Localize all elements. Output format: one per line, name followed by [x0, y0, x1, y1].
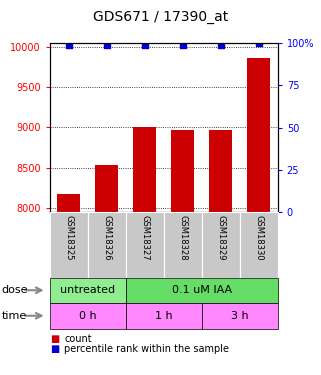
Point: [104, 42, 109, 48]
Text: GSM18326: GSM18326: [102, 215, 111, 261]
Bar: [50, 303, 126, 328]
Bar: [50, 212, 88, 278]
Point: [218, 42, 223, 48]
Bar: [50, 278, 126, 303]
Text: GSM18329: GSM18329: [216, 215, 225, 261]
Text: 1 h: 1 h: [155, 311, 172, 321]
Point: [256, 40, 261, 46]
Bar: [57, 194, 80, 212]
Text: ■: ■: [50, 334, 59, 344]
Text: time: time: [2, 311, 27, 321]
Bar: [95, 165, 118, 212]
Bar: [88, 212, 126, 278]
Text: 3 h: 3 h: [231, 311, 248, 321]
Bar: [209, 130, 232, 212]
Text: GSM18328: GSM18328: [178, 215, 187, 261]
Bar: [126, 303, 202, 328]
Point: [66, 42, 71, 48]
Bar: [126, 278, 278, 303]
Text: ■: ■: [50, 344, 59, 354]
Text: GSM18325: GSM18325: [64, 215, 73, 261]
Bar: [133, 127, 156, 212]
Bar: [240, 212, 278, 278]
Text: GSM18330: GSM18330: [254, 215, 263, 261]
Text: GSM18327: GSM18327: [140, 215, 149, 261]
Text: dose: dose: [2, 285, 28, 295]
Text: GDS671 / 17390_at: GDS671 / 17390_at: [93, 10, 228, 24]
Bar: [247, 58, 270, 212]
Bar: [202, 303, 278, 328]
Text: count: count: [64, 334, 92, 344]
Point: [180, 42, 185, 48]
Bar: [164, 212, 202, 278]
Text: 0 h: 0 h: [79, 311, 97, 321]
Text: 0.1 uM IAA: 0.1 uM IAA: [172, 285, 232, 295]
Bar: [202, 212, 240, 278]
Bar: [126, 212, 164, 278]
Text: percentile rank within the sample: percentile rank within the sample: [64, 344, 229, 354]
Bar: [171, 130, 194, 212]
Text: untreated: untreated: [60, 285, 115, 295]
Point: [142, 42, 147, 48]
